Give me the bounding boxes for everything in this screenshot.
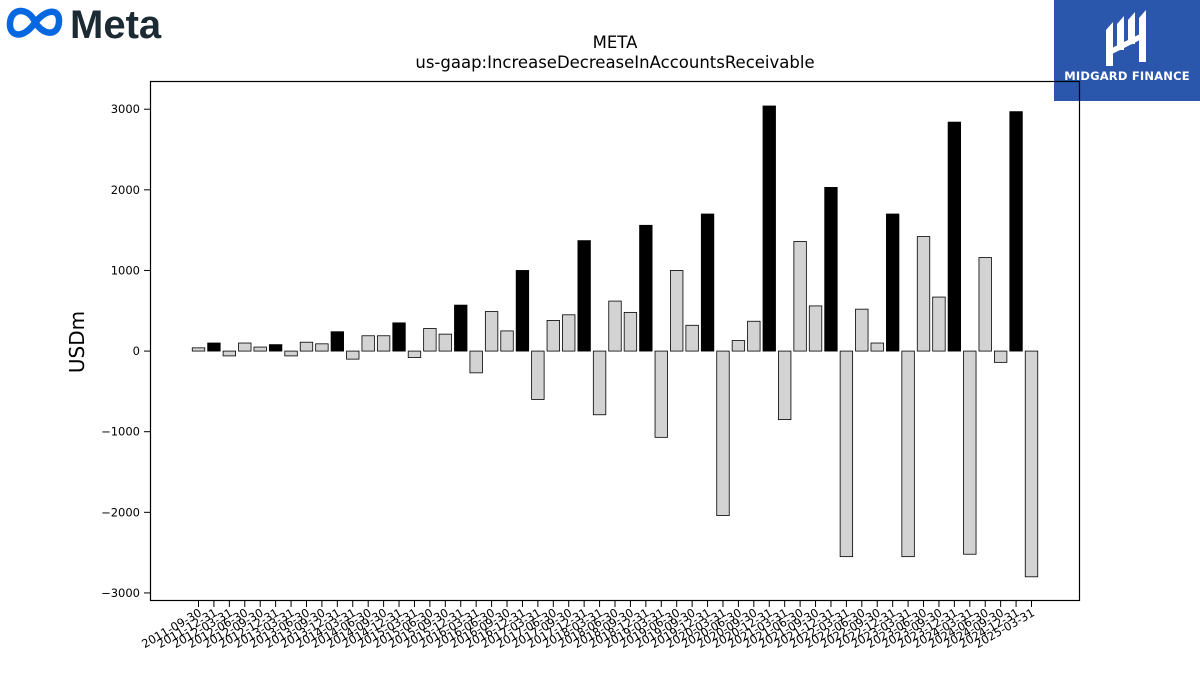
bar xyxy=(346,350,360,360)
bar xyxy=(299,341,314,352)
bar xyxy=(376,335,391,352)
bar xyxy=(407,350,422,358)
bar xyxy=(577,240,591,352)
bar xyxy=(454,304,468,352)
bar xyxy=(423,328,437,352)
y-tick-label: 2000 xyxy=(111,183,140,197)
meta-wordmark: Meta xyxy=(70,3,162,46)
bar xyxy=(639,224,653,352)
y-axis: −3000 −2000 −1000 0 1000 2000 3000 xyxy=(101,102,150,600)
bar xyxy=(778,350,792,421)
bar xyxy=(268,344,283,352)
bar xyxy=(947,121,962,352)
bar xyxy=(808,305,823,352)
y-tick-label: −3000 xyxy=(101,586,140,600)
bar xyxy=(531,350,545,400)
chart-subtitle: us-gaap:IncreaseDecreaseInAccountsReceiv… xyxy=(415,53,814,72)
y-tick-label: 1000 xyxy=(111,263,140,277)
bar xyxy=(762,105,776,352)
bar xyxy=(870,342,884,352)
bar xyxy=(916,236,931,352)
y-axis-label: USDm xyxy=(65,311,89,373)
bar xyxy=(330,331,344,352)
bar xyxy=(500,330,514,352)
bar xyxy=(315,343,329,352)
bar xyxy=(716,350,730,516)
bar xyxy=(253,346,267,352)
bar xyxy=(207,342,221,352)
bar xyxy=(438,333,452,352)
bar xyxy=(731,340,746,352)
bar xyxy=(963,350,977,555)
bar xyxy=(608,300,622,352)
bar xyxy=(747,320,761,352)
plot-frame xyxy=(149,80,1081,602)
midgard-finance-name: MIDGARD FINANCE xyxy=(1064,69,1190,83)
midgard-emblem-icon xyxy=(1106,10,1146,66)
midgard-finance-logo: MIDGARD FINANCE xyxy=(1054,0,1200,101)
bars-group xyxy=(191,105,1039,578)
bar xyxy=(592,350,607,416)
bar xyxy=(361,335,375,352)
meta-logo: Meta xyxy=(6,3,162,46)
bar xyxy=(623,311,638,352)
bar xyxy=(978,257,992,352)
bar xyxy=(222,350,237,357)
y-tick-label: −2000 xyxy=(101,505,140,519)
bar xyxy=(191,347,206,352)
bar xyxy=(238,342,252,352)
bar xyxy=(901,350,915,558)
meta-infinity-icon xyxy=(6,7,63,38)
bar xyxy=(469,350,483,374)
bar xyxy=(546,320,560,352)
x-axis: 2011-09-302011-12-312012-03-312012-06-30… xyxy=(139,601,1037,651)
bar xyxy=(994,350,1008,363)
bar xyxy=(484,311,499,352)
bar xyxy=(793,241,807,352)
bar xyxy=(839,350,854,558)
bar xyxy=(1024,350,1039,578)
bar xyxy=(654,350,668,438)
chart-title: META xyxy=(593,33,638,52)
y-tick-label: 0 xyxy=(133,344,140,358)
bar xyxy=(392,322,406,352)
y-tick-label: −1000 xyxy=(101,425,140,439)
bar xyxy=(670,270,684,352)
bar xyxy=(515,270,530,352)
bar xyxy=(886,213,900,352)
bar xyxy=(855,308,869,352)
bar xyxy=(562,314,576,352)
bar xyxy=(824,187,838,352)
bar xyxy=(700,213,715,352)
bar xyxy=(1009,111,1023,352)
bar xyxy=(932,296,946,352)
bar xyxy=(284,350,298,357)
bar xyxy=(685,324,699,352)
y-tick-label: 3000 xyxy=(111,102,140,116)
